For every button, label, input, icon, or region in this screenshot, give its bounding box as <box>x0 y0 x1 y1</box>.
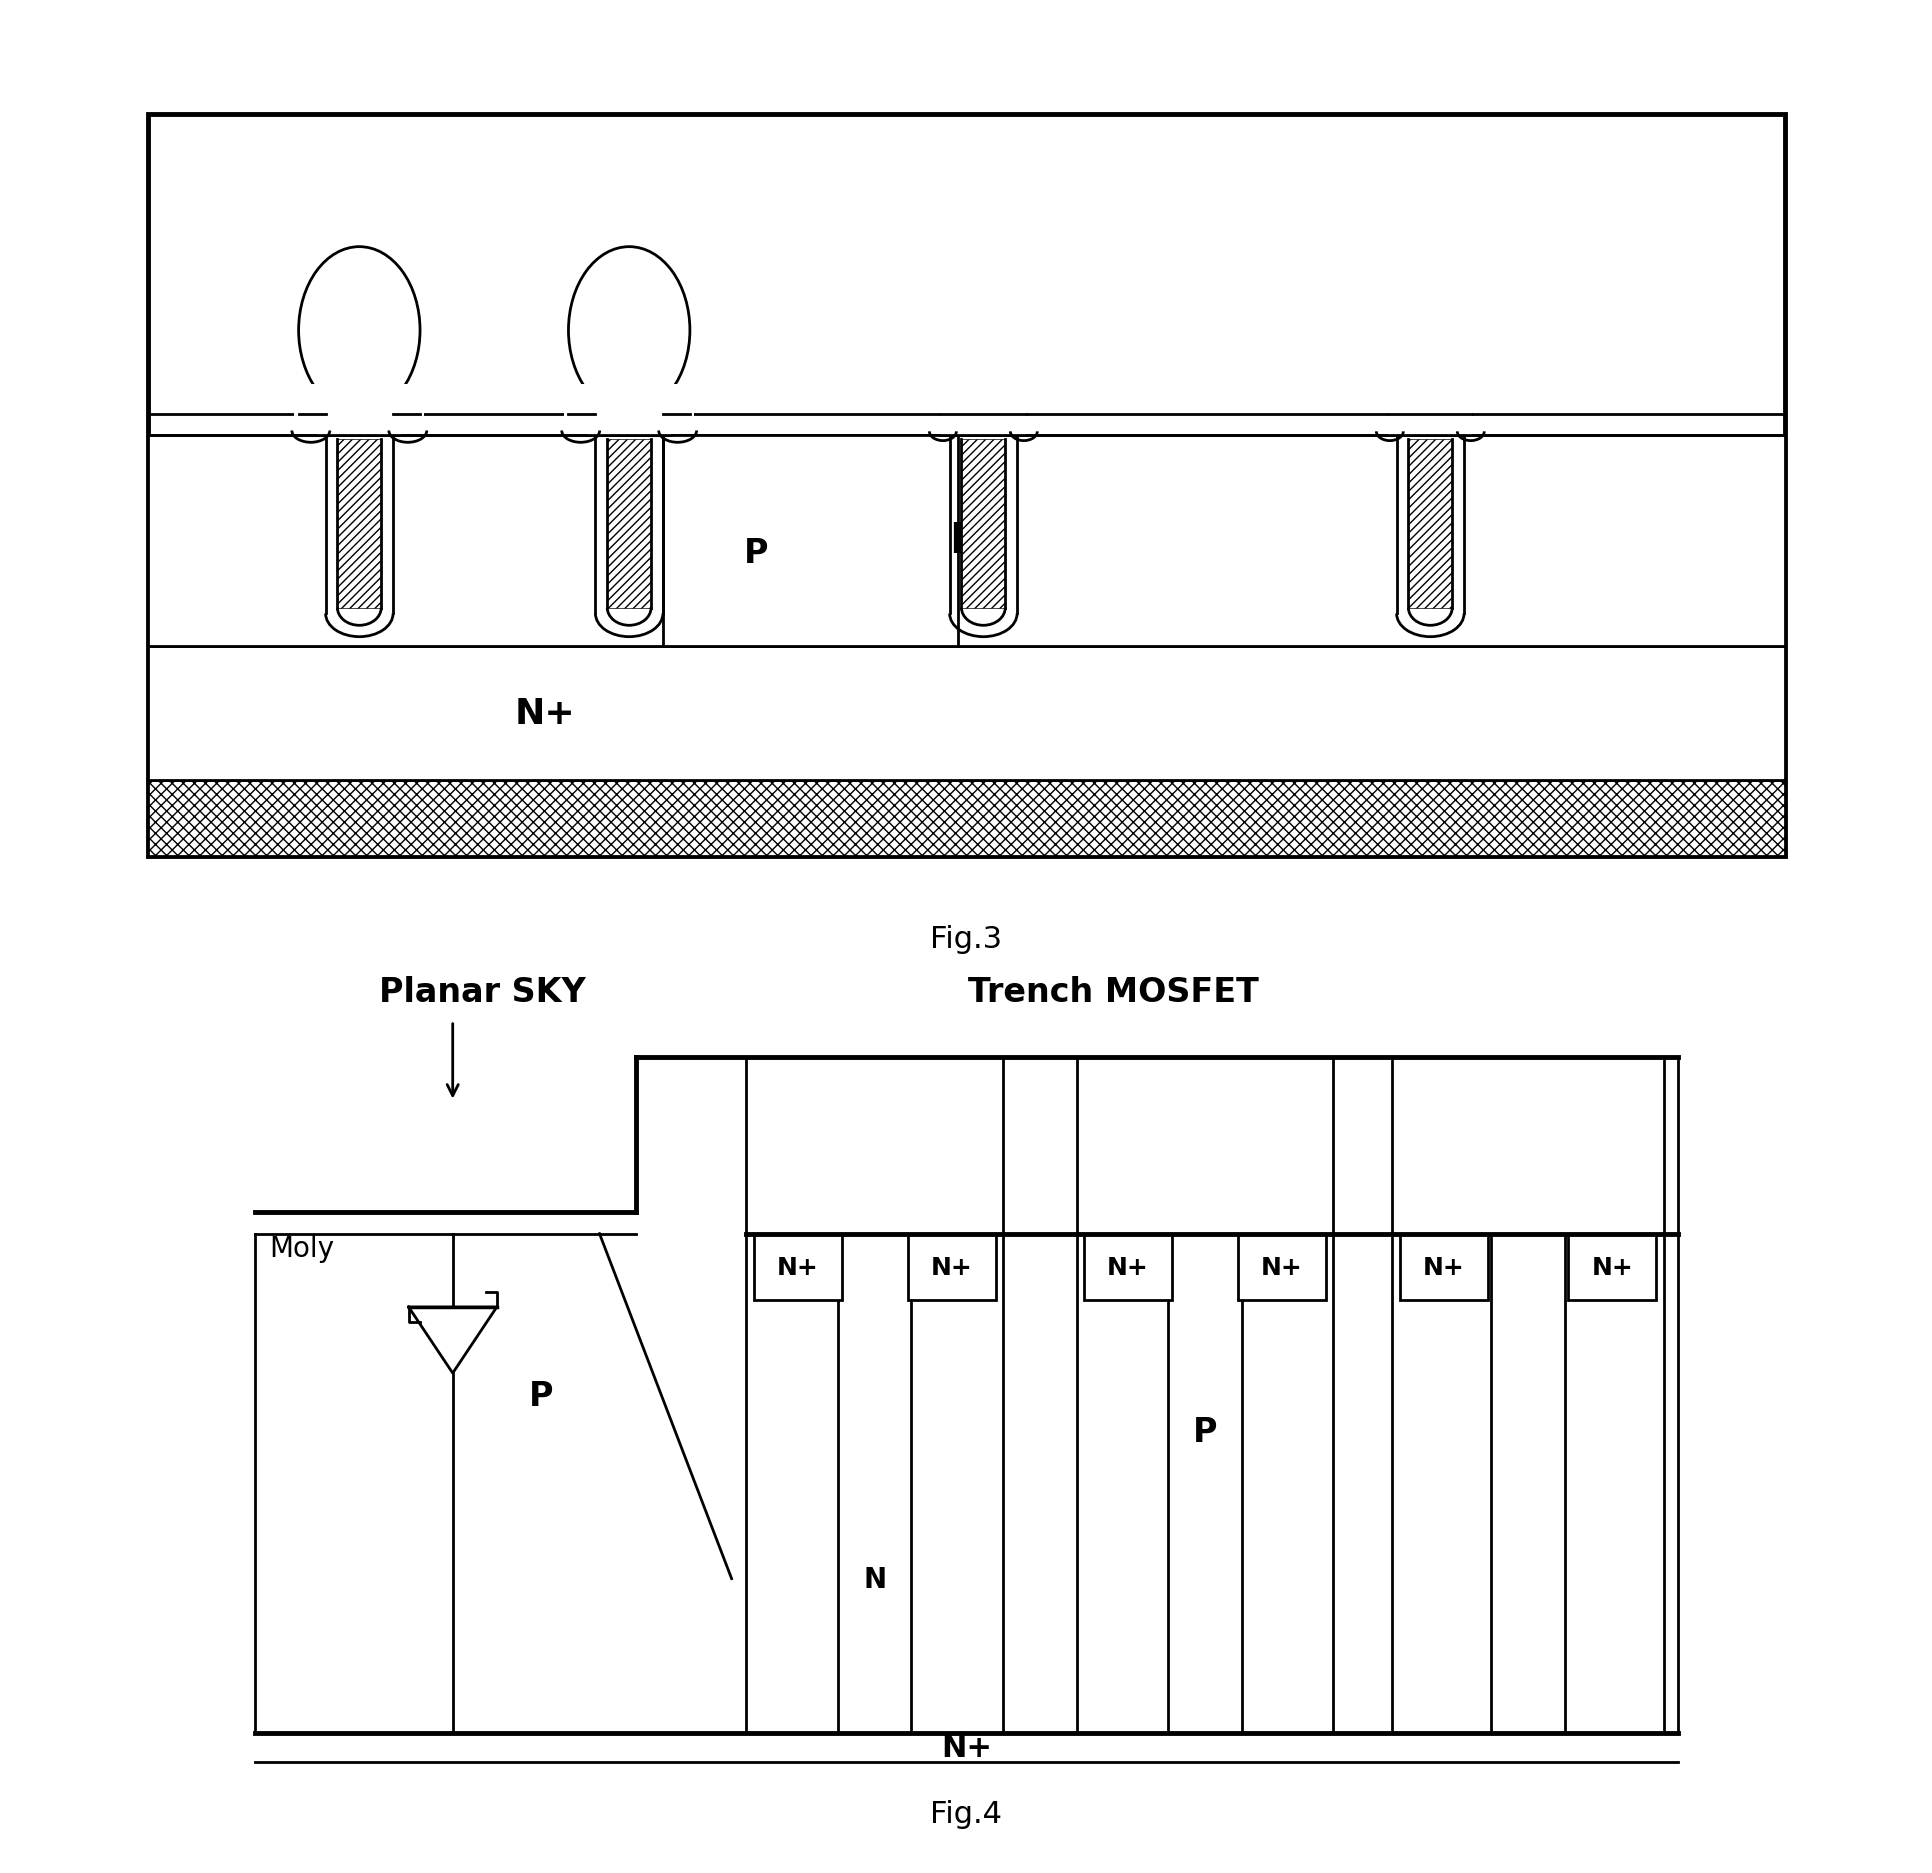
Text: Alum: Alum <box>1111 1101 1188 1131</box>
Bar <box>587 403 670 436</box>
Bar <box>149 436 1783 646</box>
Bar <box>1167 1234 1240 1733</box>
Text: Trench MOSFET: Trench MOSFET <box>968 976 1258 1008</box>
Bar <box>317 403 402 436</box>
Text: N: N <box>949 521 983 562</box>
Bar <box>746 1234 1003 1733</box>
Ellipse shape <box>298 247 419 414</box>
Bar <box>838 1234 912 1733</box>
Bar <box>941 403 1026 436</box>
Bar <box>1567 1234 1656 1300</box>
Text: N+: N+ <box>941 1733 991 1762</box>
Bar <box>338 440 381 609</box>
Bar <box>960 440 1005 609</box>
Text: P: P <box>1192 1416 1217 1448</box>
Bar <box>746 1058 1003 1234</box>
Bar <box>1391 1058 1663 1234</box>
Text: Fig.4: Fig.4 <box>929 1800 1003 1828</box>
Bar <box>1084 1234 1171 1300</box>
Bar <box>908 1234 995 1300</box>
Text: N: N <box>864 1564 887 1592</box>
Text: N+: N+ <box>777 1255 817 1279</box>
Bar <box>1076 1058 1333 1234</box>
Bar <box>607 440 651 609</box>
Bar <box>1391 1234 1663 1733</box>
Bar <box>1399 1234 1488 1300</box>
Text: N+: N+ <box>1590 1255 1633 1279</box>
Text: Moly: Moly <box>269 1234 334 1262</box>
Bar <box>753 1234 840 1300</box>
Bar <box>149 116 1783 858</box>
Bar <box>1387 403 1472 436</box>
Text: N+: N+ <box>931 1255 972 1279</box>
Ellipse shape <box>568 247 690 414</box>
Bar <box>663 436 958 646</box>
Bar <box>1490 1234 1563 1733</box>
Bar <box>149 781 1783 858</box>
Text: N+: N+ <box>514 697 576 730</box>
Text: N+: N+ <box>1260 1255 1302 1279</box>
Bar <box>1076 1234 1333 1733</box>
Bar <box>1408 440 1451 609</box>
Text: P: P <box>744 538 767 569</box>
Text: N+: N+ <box>1107 1255 1148 1279</box>
Bar <box>294 386 423 420</box>
Bar <box>564 386 694 420</box>
Text: N+: N+ <box>1422 1255 1464 1279</box>
Text: Planar SKY: Planar SKY <box>379 976 585 1008</box>
Bar <box>149 646 1783 781</box>
Text: Fig.3: Fig.3 <box>929 925 1003 953</box>
Text: P: P <box>527 1379 553 1412</box>
Bar <box>1236 1234 1325 1300</box>
